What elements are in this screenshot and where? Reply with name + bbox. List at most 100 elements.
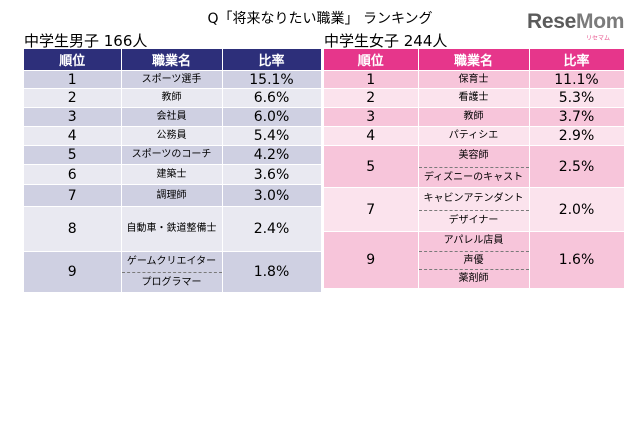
- girls-header-job: 職業名: [418, 49, 530, 71]
- rank-cell: 3: [324, 107, 419, 127]
- job-cell: 看護士: [418, 88, 530, 108]
- rank-cell: 8: [24, 206, 122, 252]
- table-row: 2 教師 6.6%: [24, 88, 322, 108]
- job-cell: アパレル店員声優 薬剤師: [418, 231, 530, 289]
- table-row: 6 建築士 3.6%: [24, 164, 322, 185]
- rank-cell: 5: [324, 145, 419, 188]
- rank-cell: 6: [24, 164, 122, 185]
- job-name: 美容師: [458, 150, 489, 161]
- job-name: プログラマー: [121, 272, 222, 292]
- rate-cell: 1.6%: [529, 231, 625, 289]
- job-cell: 会社員: [121, 107, 223, 127]
- rate-cell: 15.1%: [222, 70, 322, 89]
- job-name: キャビンアテンダント: [423, 193, 524, 204]
- rank-cell: 2: [24, 88, 122, 108]
- boys-header-rank: 順位: [24, 49, 122, 71]
- table-row: 9 ゲームクリエイター プログラマー 1.8%: [24, 251, 322, 292]
- table-row: 8 自動車・鉄道整備士 2.4%: [24, 206, 322, 252]
- job-name: デザイナー: [418, 209, 529, 232]
- table-row: 5 スポーツのコーチ 4.2%: [24, 145, 322, 165]
- table-row: 3 会社員 6.0%: [24, 107, 322, 127]
- job-cell: 教師: [418, 107, 530, 127]
- job-name: 公務員: [156, 130, 187, 141]
- rate-cell: 2.9%: [529, 126, 625, 146]
- job-cell: スポーツのコーチ: [121, 145, 223, 165]
- table-row: 9 アパレル店員 声優 薬剤師 1.6%: [324, 231, 625, 289]
- job-cell: パティシエ: [418, 126, 530, 146]
- table-row: 4 パティシエ 2.9%: [324, 126, 625, 146]
- job-name: ゲームクリエイター: [126, 256, 217, 267]
- logo-text-mom: Mom: [576, 10, 625, 33]
- rate-cell: 2.4%: [222, 206, 322, 252]
- rank-cell: 2: [324, 88, 419, 108]
- job-name: 自動車・鉄道整備士: [126, 223, 217, 234]
- job-name: スポーツ選手: [141, 74, 202, 85]
- page-title: Q「将来なりたい職業」 ランキング: [207, 11, 433, 27]
- rank-cell: 3: [24, 107, 122, 127]
- job-cell: スポーツ選手: [121, 70, 223, 89]
- job-name: 会社員: [156, 111, 187, 122]
- table-row: 1 スポーツ選手 15.1%: [24, 70, 322, 89]
- job-cell: 建築士: [121, 164, 223, 185]
- rate-cell: 3.6%: [222, 164, 322, 185]
- rate-cell: 2.0%: [529, 187, 625, 232]
- boys-heading: 中学生男子 166人: [24, 32, 148, 50]
- rate-cell: 4.2%: [222, 145, 322, 165]
- rank-cell: 9: [24, 251, 122, 292]
- rank-cell: 1: [324, 70, 419, 89]
- girls-header-row: 順位 職業名 比率: [324, 49, 625, 71]
- table-row: 7 キャビンアテンダント デザイナー 2.0%: [324, 187, 625, 232]
- rate-cell: 1.8%: [222, 251, 322, 292]
- rank-cell: 4: [24, 126, 122, 146]
- rate-cell: 2.5%: [529, 145, 625, 188]
- job-name: ディズニーのキャスト: [418, 166, 529, 188]
- table-row: 3 教師 3.7%: [324, 107, 625, 127]
- job-name: 教師: [161, 92, 182, 103]
- boys-ranking-table: 順位 職業名 比率 1 スポーツ選手 15.1% 2 教師 6.6% 3 会社員 6.0% 4 公務…: [24, 49, 322, 292]
- rate-cell: 5.3%: [529, 88, 625, 108]
- job-name: 薬剤師: [418, 269, 529, 288]
- job-name: パティシエ: [448, 130, 499, 141]
- logo-text-rese: Rese: [527, 10, 577, 33]
- resemom-logo: ReseMom: [527, 10, 624, 34]
- job-name: スポーツのコーチ: [131, 149, 212, 160]
- rate-cell: 6.6%: [222, 88, 322, 108]
- girls-header-rank: 順位: [324, 49, 419, 71]
- job-name: 声優: [418, 250, 529, 270]
- girls-header-rate: 比率: [529, 49, 625, 71]
- rank-cell: 9: [324, 231, 419, 289]
- girls-ranking-table: 順位 職業名 比率 1 保育士 11.1% 2 看護士 5.3% 3 教師 3.7% 4 パティシエ…: [324, 49, 625, 289]
- rate-cell: 3.0%: [222, 184, 322, 207]
- job-cell: 調理師: [121, 184, 223, 207]
- logo-subtext: リセマム: [586, 36, 611, 42]
- rank-cell: 7: [324, 187, 419, 232]
- job-name: 看護士: [458, 92, 489, 103]
- table-row: 4 公務員 5.4%: [24, 126, 322, 146]
- job-cell: 美容師ディズニーのキャスト: [418, 145, 530, 188]
- rate-cell: 5.4%: [222, 126, 322, 146]
- job-cell: キャビンアテンダントデザイナー: [418, 187, 530, 232]
- job-name: 保育士: [458, 74, 489, 85]
- job-cell: 公務員: [121, 126, 223, 146]
- rank-cell: 4: [324, 126, 419, 146]
- table-row: 1 保育士 11.1%: [324, 70, 625, 89]
- rate-cell: 11.1%: [529, 70, 625, 89]
- rate-cell: 3.7%: [529, 107, 625, 127]
- girls-heading: 中学生女子 244人: [324, 32, 448, 50]
- job-cell: ゲームクリエイタープログラマー: [121, 251, 223, 292]
- job-cell: 自動車・鉄道整備士: [121, 206, 223, 252]
- boys-header-job: 職業名: [121, 49, 223, 71]
- boys-header-rate: 比率: [222, 49, 322, 71]
- job-name: 建築士: [156, 169, 187, 180]
- rank-cell: 7: [24, 184, 122, 207]
- rank-cell: 5: [24, 145, 122, 165]
- boys-table-body: 1 スポーツ選手 15.1% 2 教師 6.6% 3 会社員 6.0% 4 公務員 5.4% 5 スポーツ…: [24, 70, 322, 292]
- girls-table-body: 1 保育士 11.1% 2 看護士 5.3% 3 教師 3.7% 4 パティシエ 2.9% 5 美容師 ディ…: [324, 70, 625, 289]
- table-row: 7 調理師 3.0%: [24, 184, 322, 207]
- boys-header-row: 順位 職業名 比率: [24, 49, 322, 71]
- job-name: アパレル店員: [443, 235, 504, 246]
- job-cell: 教師: [121, 88, 223, 108]
- job-name: 調理師: [156, 190, 187, 201]
- rate-cell: 6.0%: [222, 107, 322, 127]
- job-cell: 保育士: [418, 70, 530, 89]
